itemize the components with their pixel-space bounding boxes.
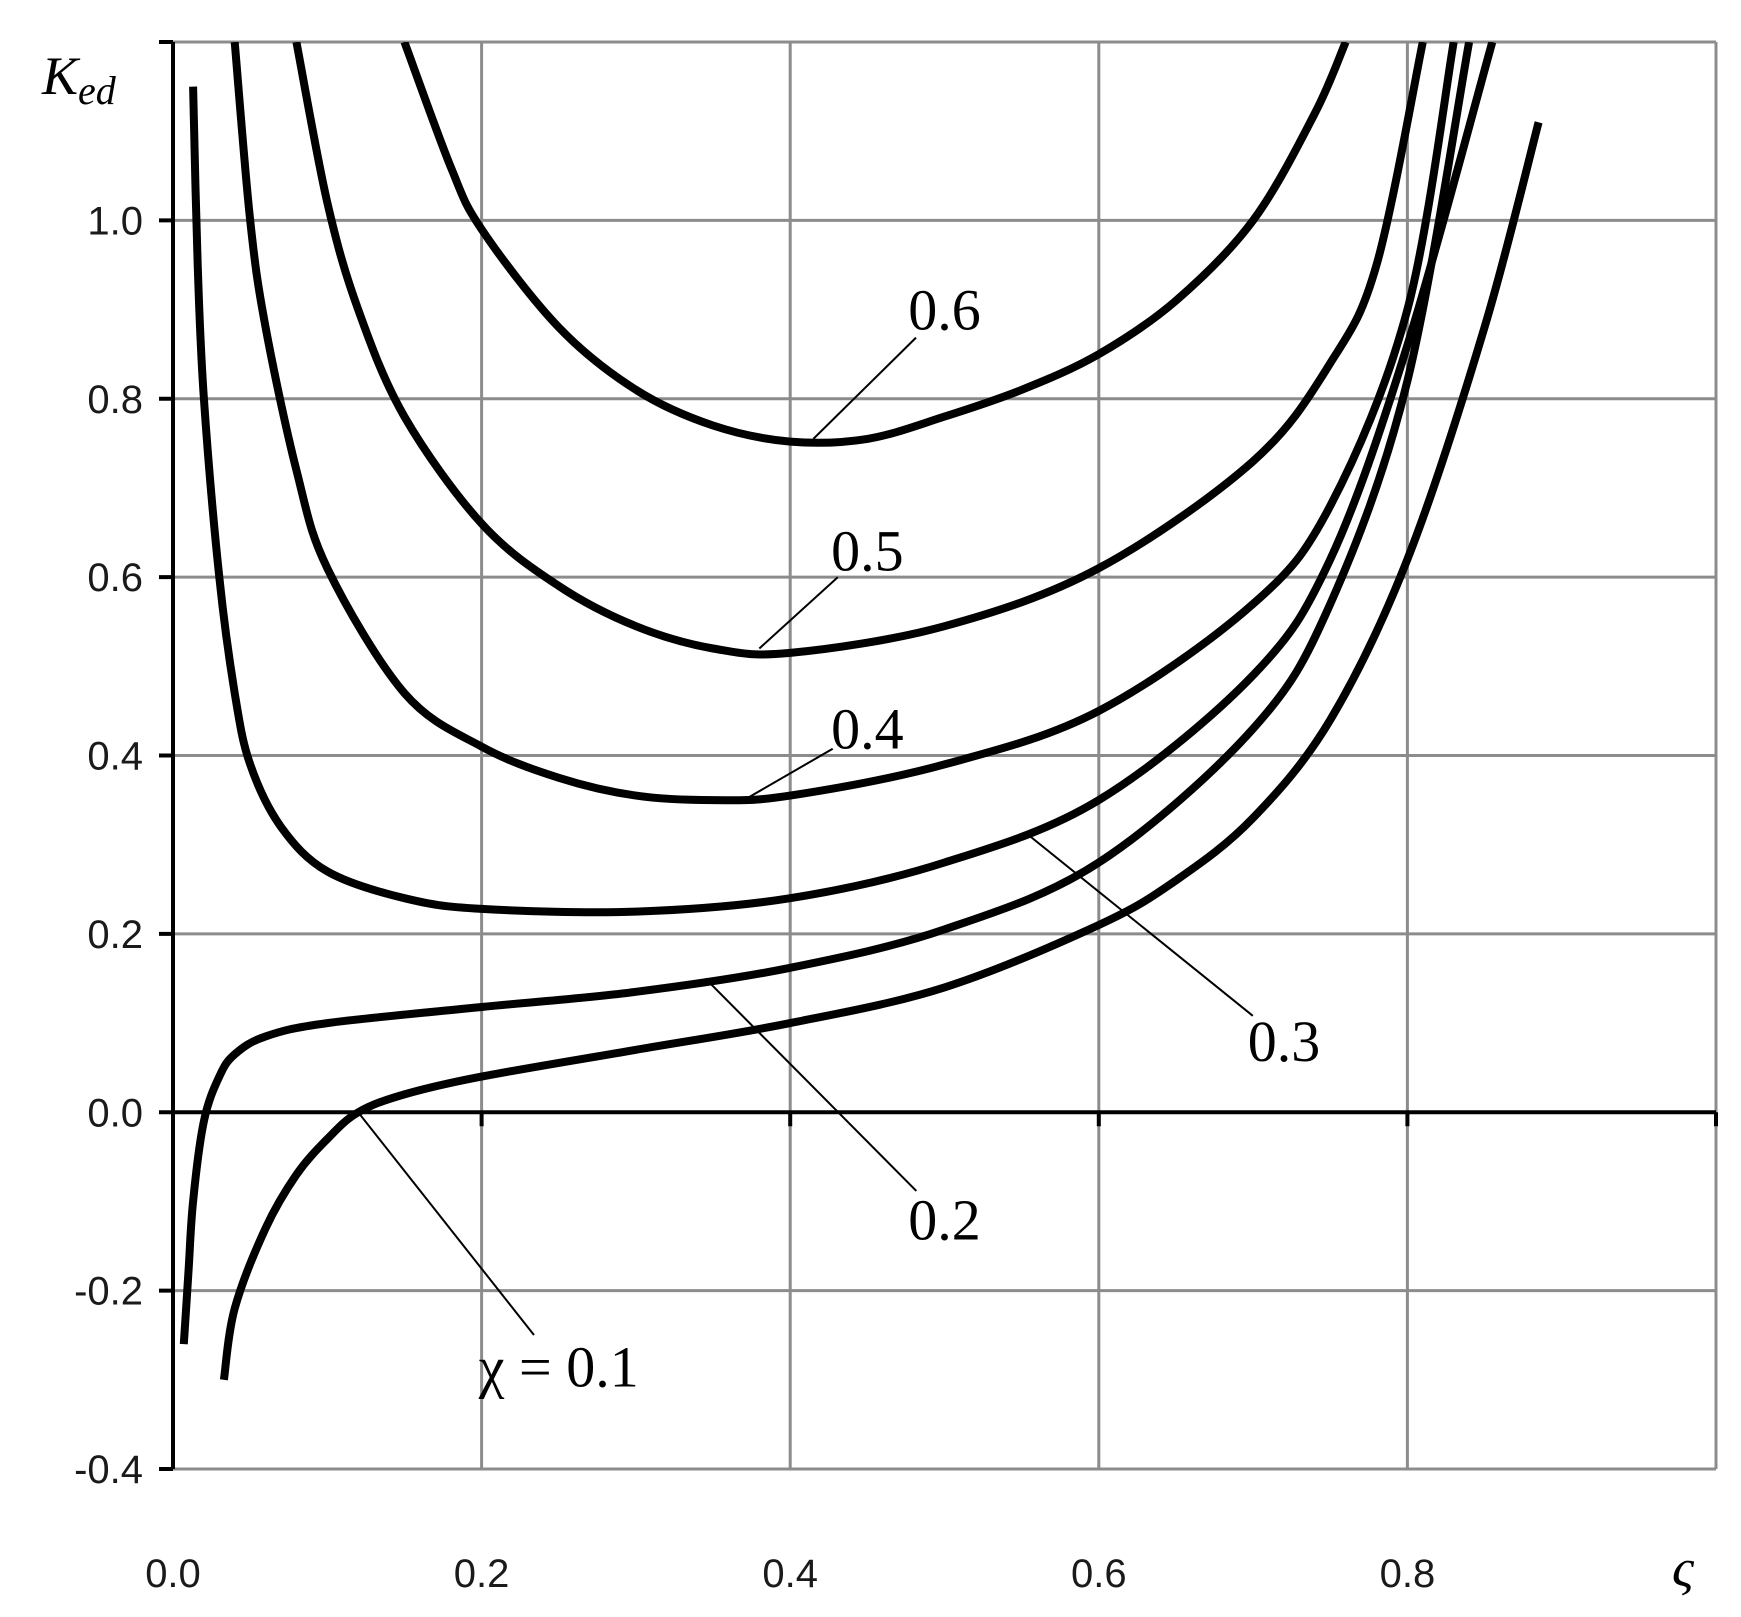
x-tick-label: 0.8 [1380,1552,1436,1596]
leader-lines [357,336,1254,1336]
x-tick-label: 0.6 [1071,1552,1127,1596]
tick-labels: -0.4 -0.2 0.0 0.2 0.4 0.6 0.8 1.0 0.0 0.2 0.4 0.6 0.… [74,199,1435,1596]
series-line-2 [179,42,1474,1345]
x-tick-label: 0.0 [145,1552,201,1596]
series-leader-line [743,747,834,801]
y-tick-label: 0.8 [87,378,143,422]
series-label-6: 0.6 [908,278,981,343]
series-labels: χ = 0.1 0.2 0.3 0.4 0.5 0.6 [478,278,1320,1400]
series-label-3: 0.3 [1248,1009,1321,1074]
series-line-6 [400,42,1350,447]
series-leader-line [357,1111,535,1336]
series-line-3 [189,42,1497,917]
y-tick-label: -0.4 [74,1448,143,1492]
series-leader-line [812,336,917,440]
y-axis-title: Ked [41,46,117,113]
series-label-5: 0.5 [831,518,904,583]
x-tick-label: 0.2 [454,1552,510,1596]
series-label-4: 0.4 [831,697,904,762]
series-leader-line [704,977,918,1192]
grid [173,40,1718,1471]
series-leader-line [758,576,839,650]
x-tick-label: 0.4 [762,1552,818,1596]
series-label-2: 0.2 [908,1187,981,1252]
series-line-1 [219,121,1543,1381]
series-label-1: χ = 0.1 [478,1334,639,1399]
series-leader-line [1028,834,1254,1017]
y-tick-label: 0.0 [87,1091,143,1135]
series-curves [179,42,1543,1381]
x-axis-title: ς [1672,1538,1695,1598]
y-tick-label: 0.6 [87,556,143,600]
y-tick-label: 0.2 [87,913,143,957]
y-tick-label: 0.4 [87,735,143,779]
y-tick-label: 1.0 [87,199,143,243]
y-tick-label: -0.2 [74,1270,143,1314]
axes [159,40,1718,1471]
series-line-5 [292,42,1427,659]
series-line-4 [230,42,1458,805]
